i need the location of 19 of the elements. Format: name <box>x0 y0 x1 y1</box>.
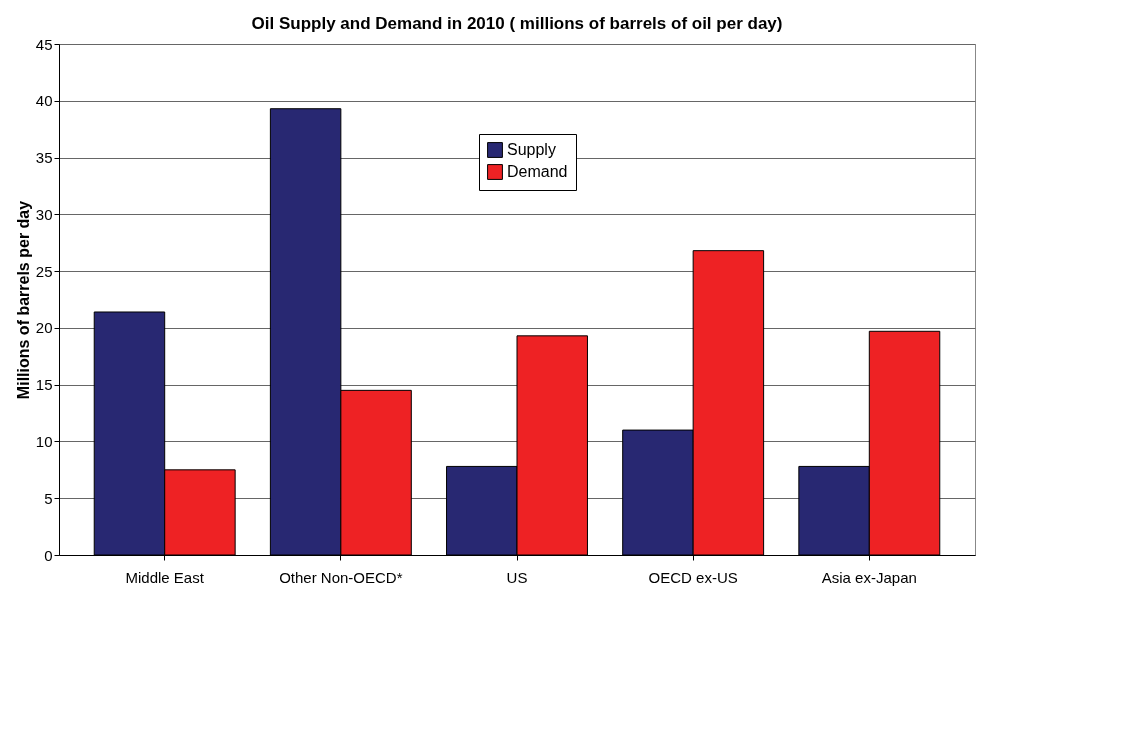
x-tick-label: Asia ex-Japan <box>821 568 917 586</box>
y-tick-label: 30 <box>35 205 53 223</box>
x-tick-label: OECD ex-US <box>648 568 738 586</box>
legend-label: Supply <box>507 141 556 158</box>
x-tick-label: Other Non-OECD* <box>279 568 403 586</box>
y-tick-label: 0 <box>44 546 53 564</box>
y-tick-label: 35 <box>35 149 53 167</box>
y-tick-label: 10 <box>35 432 53 450</box>
y-axis-title: Millions of barrels per day <box>14 200 32 400</box>
y-tick-label: 45 <box>35 35 53 53</box>
y-tick-label: 25 <box>35 262 53 280</box>
y-tick-label: 15 <box>35 376 53 394</box>
chart-title: Oil Supply and Demand in 2010 ( millions of barrels of oil per day) <box>251 14 783 33</box>
y-tick-label: 40 <box>35 92 53 110</box>
x-tick-label: US <box>506 568 528 586</box>
y-tick-label: 5 <box>44 489 53 507</box>
y-tick-label: 20 <box>35 319 53 337</box>
x-tick-label: Middle East <box>125 568 205 586</box>
legend-label: Demand <box>507 163 568 180</box>
